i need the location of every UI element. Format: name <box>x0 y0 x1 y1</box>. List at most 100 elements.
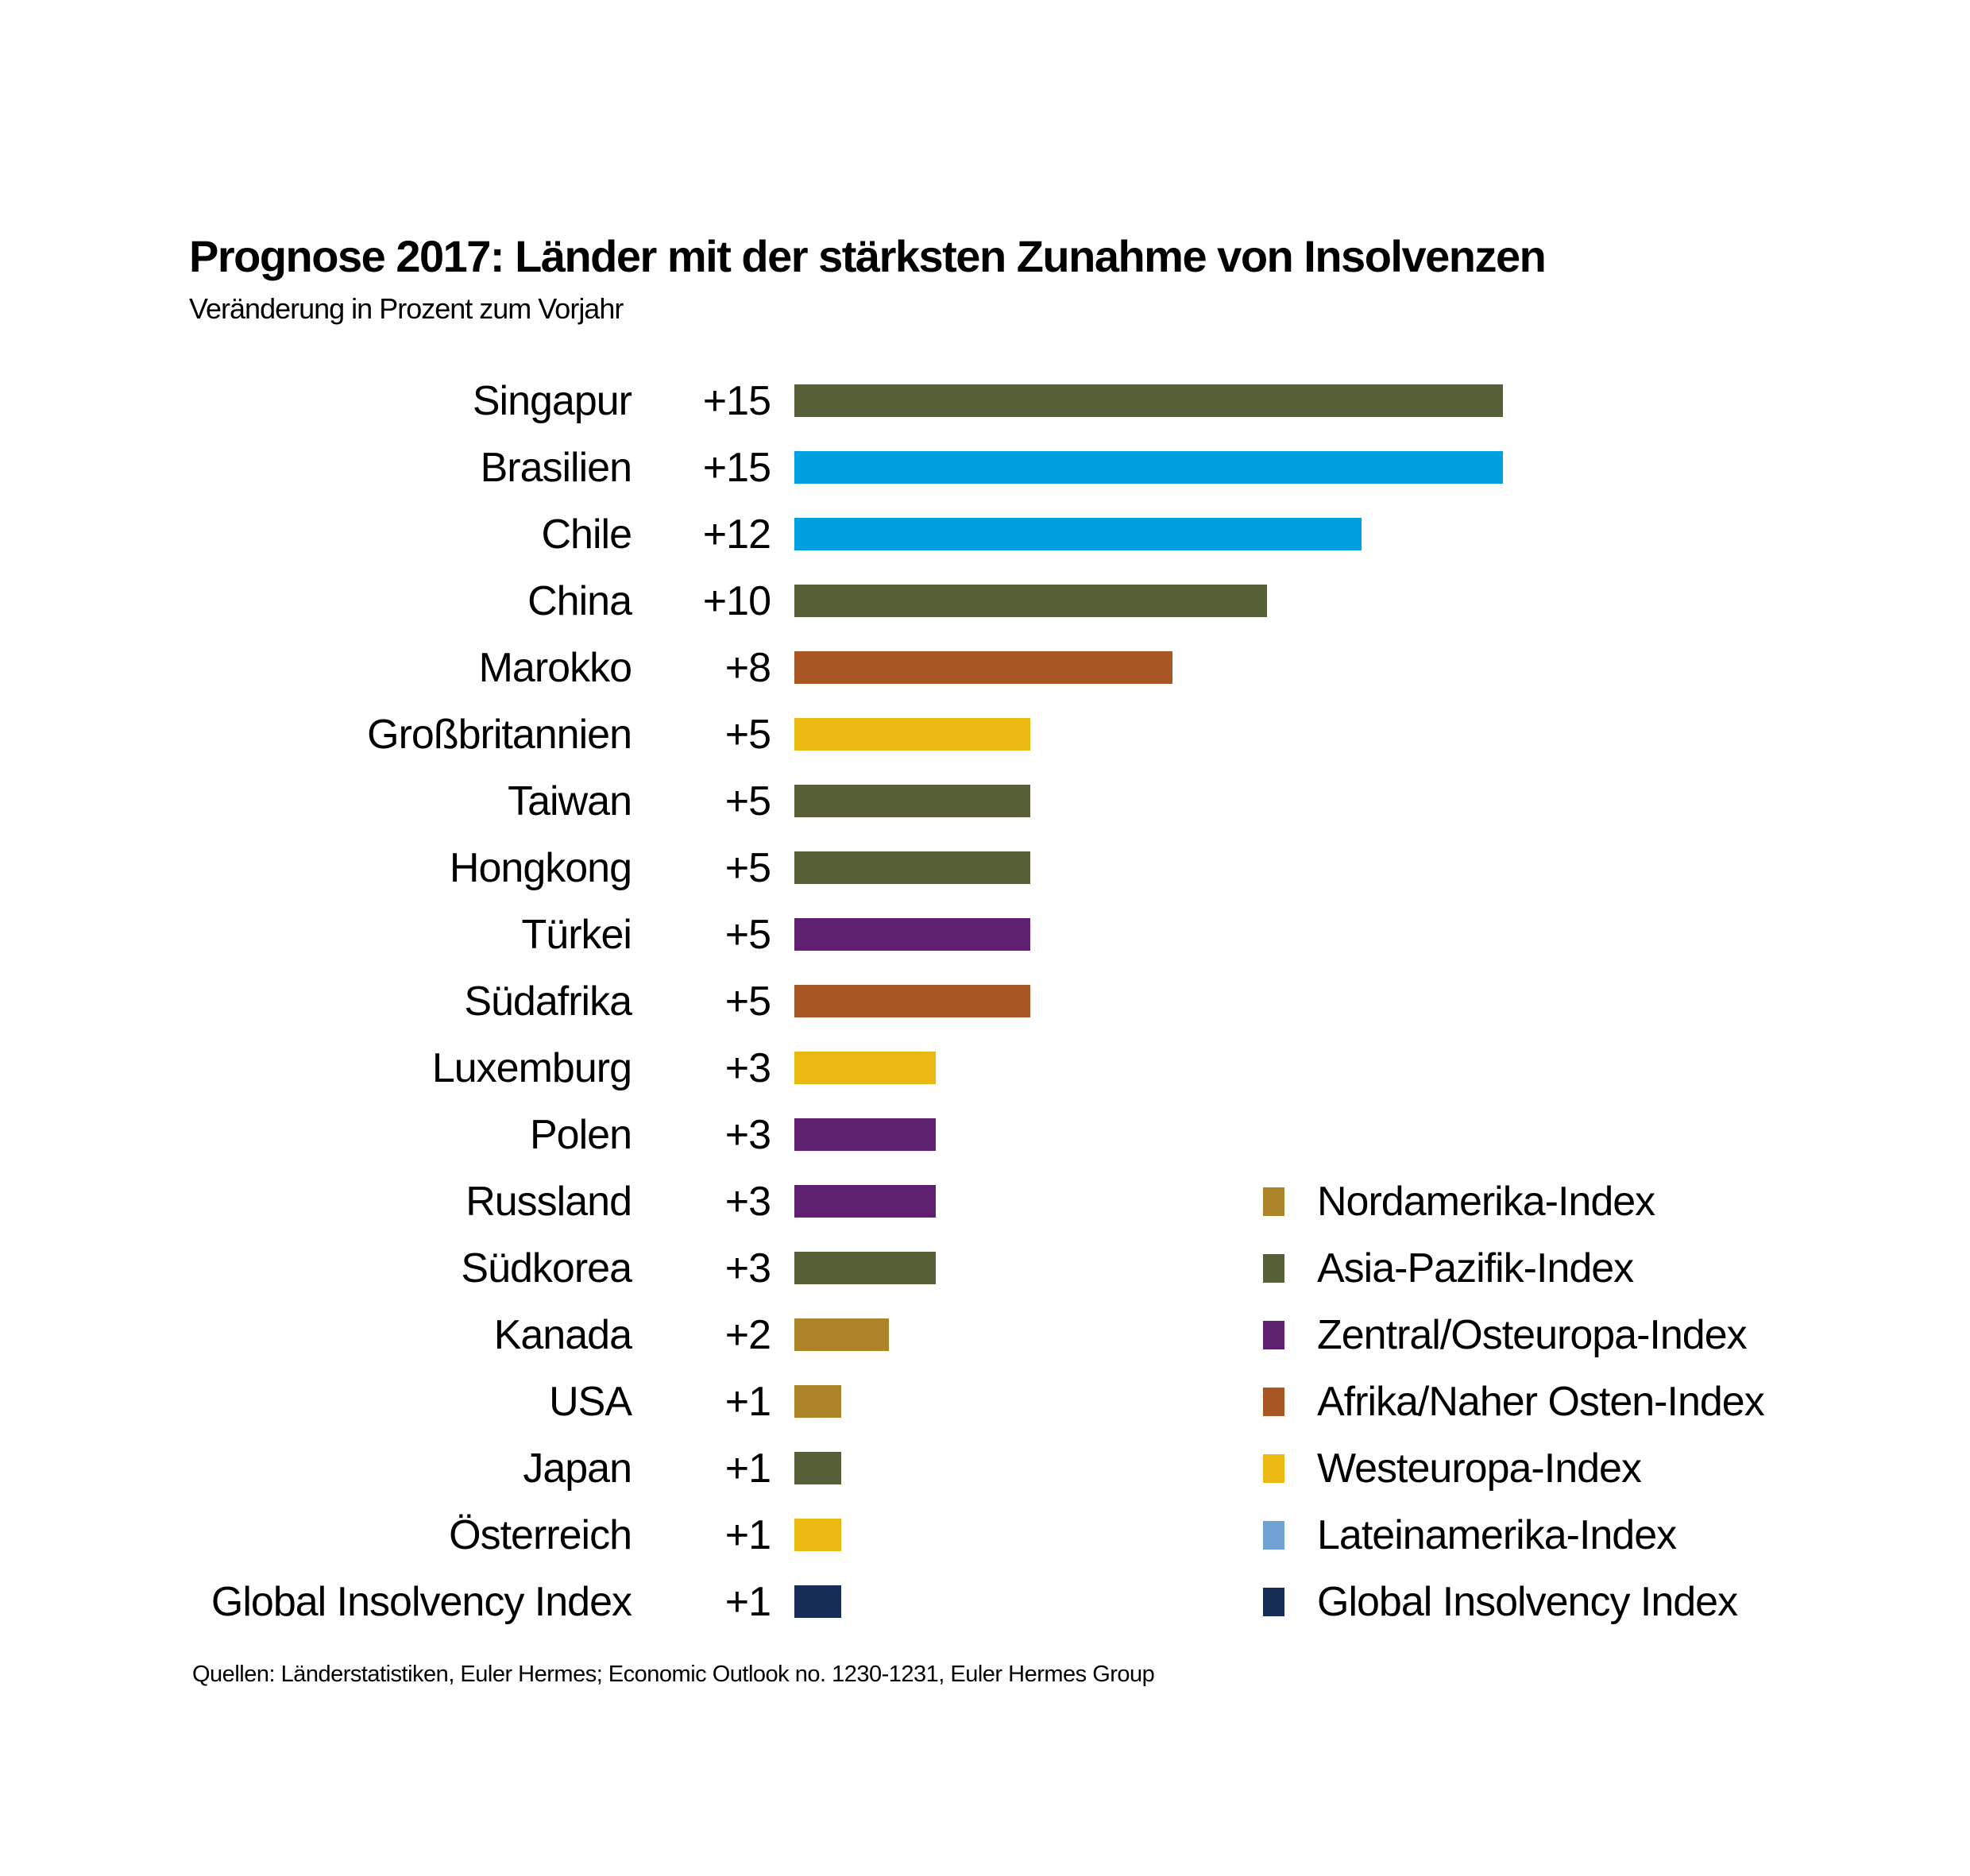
category-label: Südkorea <box>461 1245 632 1291</box>
value-label: +15 <box>702 445 771 491</box>
category-label: Russland <box>465 1179 632 1225</box>
bar-row: Singapur +15 <box>0 368 1970 434</box>
value-label: +10 <box>702 578 771 624</box>
category-label: USA <box>549 1379 632 1425</box>
value-label: +15 <box>702 378 771 424</box>
category-label: Großbritannien <box>367 712 632 758</box>
bar <box>794 384 1503 417</box>
bar-row: Türkei +5 <box>0 901 1970 968</box>
value-label: +1 <box>724 1512 771 1558</box>
legend-item: Westeuropa-Index <box>1263 1435 1899 1502</box>
bar-row: Taiwan +5 <box>0 768 1970 835</box>
value-label: +5 <box>724 979 771 1025</box>
category-label: Chile <box>541 511 632 558</box>
legend-swatch <box>1263 1454 1284 1483</box>
value-label: +1 <box>724 1379 771 1425</box>
bar <box>794 1185 937 1218</box>
value-label: +3 <box>724 1045 771 1091</box>
legend-label: Zentral/Osteuropa-Index <box>1317 1312 1748 1358</box>
bar <box>794 985 1031 1017</box>
value-label: +5 <box>724 912 771 958</box>
value-label: +5 <box>724 712 771 758</box>
category-label: Taiwan <box>508 778 632 824</box>
bar-row: USA +1 <box>0 1368 1970 1435</box>
bar-row: Marokko +8 <box>0 635 1970 701</box>
legend-swatch <box>1263 1321 1284 1349</box>
bar <box>794 1252 937 1284</box>
legend-label: Asia-Pazifik-Index <box>1317 1245 1634 1291</box>
bar-row: Brasilien +15 <box>0 434 1970 501</box>
bar-row: Österreich +1 <box>0 1502 1970 1569</box>
category-label: Türkei <box>521 912 632 958</box>
value-label: +1 <box>724 1579 771 1625</box>
bar-row: Hongkong +5 <box>0 835 1970 901</box>
legend-swatch <box>1263 1588 1284 1616</box>
bar-row: Großbritannien +5 <box>0 701 1970 768</box>
value-label: +5 <box>724 778 771 824</box>
value-label: +3 <box>724 1112 771 1158</box>
legend-item: Zentral/Osteuropa-Index <box>1263 1302 1899 1368</box>
bar-row: Polen +3 <box>0 1102 1970 1168</box>
bar-row: Kanada +2 <box>0 1302 1970 1368</box>
bar <box>794 1052 937 1084</box>
legend-item: Afrika/Naher Osten-Index <box>1263 1368 1899 1435</box>
value-label: +3 <box>724 1245 771 1291</box>
legend-item: Global Insolvency Index <box>1263 1569 1899 1635</box>
category-label: Global Insolvency Index <box>211 1579 632 1625</box>
bar <box>794 585 1267 617</box>
bar-row: Global Insolvency Index +1 <box>0 1569 1970 1635</box>
legend-swatch <box>1263 1388 1284 1416</box>
legend-item: Asia-Pazifik-Index <box>1263 1235 1899 1302</box>
bar <box>794 1385 842 1418</box>
legend-label: Nordamerika-Index <box>1317 1179 1655 1225</box>
value-label: +8 <box>724 645 771 691</box>
category-label: Luxemburg <box>431 1045 632 1091</box>
chart-title: Prognose 2017: Länder mit der stärksten … <box>189 231 1547 281</box>
value-label: +12 <box>702 511 771 558</box>
legend-label: Lateinamerika-Index <box>1317 1512 1677 1558</box>
bar-row: Südkorea +3 <box>0 1235 1970 1302</box>
bar-row: Japan +1 <box>0 1435 1970 1502</box>
legend-label: Westeuropa-Index <box>1317 1446 1642 1492</box>
legend-swatch <box>1263 1254 1284 1283</box>
bar <box>794 851 1031 884</box>
legend-swatch <box>1263 1187 1284 1216</box>
bar <box>794 1318 889 1351</box>
value-label: +1 <box>724 1446 771 1492</box>
bar-row: Chile +12 <box>0 501 1970 568</box>
bar <box>794 518 1362 550</box>
category-label: Singapur <box>472 378 632 424</box>
bar <box>794 451 1503 484</box>
category-label: China <box>527 578 632 624</box>
bar <box>794 918 1031 951</box>
category-label: Kanada <box>493 1312 632 1358</box>
bar-row: Luxemburg +3 <box>0 1035 1970 1102</box>
bar <box>794 1585 842 1618</box>
bar <box>794 1519 842 1551</box>
bar-row: China +10 <box>0 568 1970 635</box>
category-label: Brasilien <box>480 445 632 491</box>
bar-row: Südafrika +5 <box>0 968 1970 1035</box>
category-label: Polen <box>530 1112 632 1158</box>
bar <box>794 1118 937 1151</box>
value-label: +5 <box>724 845 771 891</box>
source-note: Quellen: Länderstatistiken, Euler Hermes… <box>192 1662 1155 1687</box>
bar <box>794 718 1031 751</box>
legend-label: Afrika/Naher Osten-Index <box>1317 1379 1765 1425</box>
legend-item: Nordamerika-Index <box>1263 1168 1899 1235</box>
value-label: +3 <box>724 1179 771 1225</box>
legend-swatch <box>1263 1521 1284 1550</box>
chart-subtitle: Veränderung in Prozent zum Vorjahr <box>189 292 624 325</box>
category-label: Österreich <box>449 1512 632 1558</box>
category-label: Marokko <box>478 645 632 691</box>
legend-label: Global Insolvency Index <box>1317 1579 1738 1625</box>
bar <box>794 785 1031 817</box>
bar <box>794 1452 842 1484</box>
category-label: Südafrika <box>464 979 632 1025</box>
category-label: Japan <box>523 1446 632 1492</box>
value-label: +2 <box>724 1312 771 1358</box>
legend-item: Lateinamerika-Index <box>1263 1502 1899 1569</box>
category-label: Hongkong <box>449 845 632 891</box>
bar <box>794 651 1172 684</box>
bar-row: Russland +3 <box>0 1168 1970 1235</box>
